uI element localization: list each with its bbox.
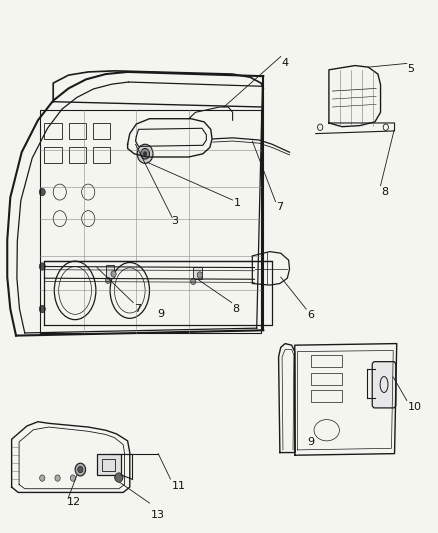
Circle shape [105,277,110,284]
Circle shape [190,278,195,285]
Bar [311,373,341,384]
Bar [92,147,110,163]
Text: 9: 9 [157,309,164,319]
Text: 1: 1 [233,198,240,208]
Text: 5: 5 [407,64,414,75]
Text: 8: 8 [232,304,239,314]
Text: 10: 10 [407,402,421,412]
Bar [44,123,62,139]
Text: 6: 6 [306,310,313,320]
Bar [44,147,62,163]
Circle shape [137,144,152,164]
Circle shape [111,271,116,277]
Text: 12: 12 [67,497,81,507]
Text: 7: 7 [276,201,283,212]
Circle shape [39,305,45,313]
Circle shape [55,475,60,481]
FancyBboxPatch shape [371,362,395,408]
Circle shape [39,263,45,270]
Text: 8: 8 [381,187,388,197]
Circle shape [70,475,75,481]
Wedge shape [115,473,123,482]
Bar [97,454,121,475]
Circle shape [78,466,83,473]
Bar [102,459,115,471]
Text: 11: 11 [171,481,185,491]
Bar [311,390,341,402]
Circle shape [197,272,202,278]
Text: 13: 13 [150,510,164,520]
Circle shape [141,149,149,159]
Text: 4: 4 [281,58,288,68]
Text: 7: 7 [134,304,141,314]
Circle shape [39,475,45,481]
Bar [92,123,110,139]
Bar [311,356,341,367]
Circle shape [39,188,45,196]
Text: 9: 9 [306,437,314,447]
Circle shape [143,152,147,156]
Bar [106,265,114,278]
Bar [193,266,201,279]
Bar [68,147,86,163]
Text: 3: 3 [171,216,178,226]
Bar [68,123,86,139]
Circle shape [75,463,85,476]
